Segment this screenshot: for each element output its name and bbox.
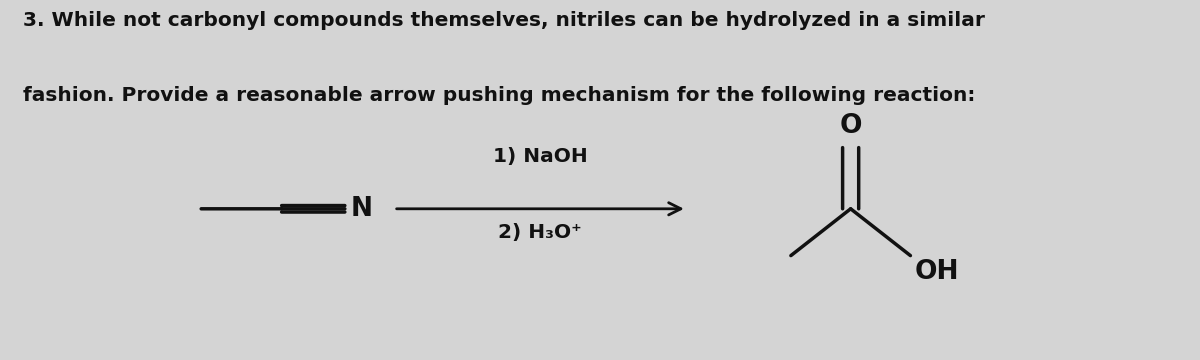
- Text: 3. While not carbonyl compounds themselves, nitriles can be hydrolyzed in a simi: 3. While not carbonyl compounds themselv…: [23, 11, 985, 30]
- Text: N: N: [350, 196, 373, 222]
- Text: OH: OH: [916, 259, 960, 285]
- Text: 1) NaOH: 1) NaOH: [493, 147, 588, 166]
- Text: fashion. Provide a reasonable arrow pushing mechanism for the following reaction: fashion. Provide a reasonable arrow push…: [23, 86, 976, 105]
- Text: O: O: [839, 113, 862, 139]
- Text: 2) H₃O⁺: 2) H₃O⁺: [498, 223, 582, 242]
